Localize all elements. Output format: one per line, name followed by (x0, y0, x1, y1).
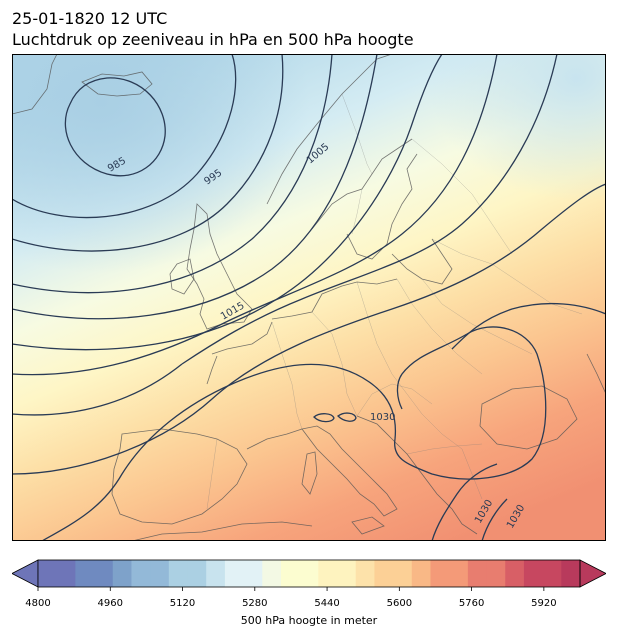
colorbar-segment (355, 560, 375, 587)
colorbar-segment (56, 560, 76, 587)
colorbar-extend-high (579, 559, 607, 588)
colorbar-segment (374, 560, 394, 587)
colorbar-segment (206, 560, 226, 587)
weather-map: 985 995 1005 1015 1030 1030 1030 (12, 54, 606, 541)
colorbar-segment (505, 560, 525, 587)
colorbar-segment (467, 560, 488, 587)
weather-map-canvas: 985 995 1005 1015 1030 1030 1030 (12, 54, 606, 541)
colorbar-extend-low (11, 559, 39, 588)
colorbar-segment (430, 560, 450, 587)
colorbar-segment (523, 560, 544, 587)
colorbar-label: 500 hPa hoogte in meter (240, 614, 378, 627)
colorbar (11, 558, 607, 602)
colorbar-canvas (11, 559, 607, 591)
colorbar-tick-label: 5120 (169, 598, 196, 609)
colorbar-segment (486, 560, 506, 587)
colorbar-segment (187, 560, 207, 587)
colorbar-segment (411, 560, 431, 587)
chart-title: Luchtdruk op zeeniveau in hPa en 500 hPa… (12, 30, 414, 49)
colorbar-tick-label: 5600 (386, 598, 413, 609)
colorbar-segment (112, 560, 132, 587)
isobars (12, 54, 606, 541)
colorbar-segment (131, 560, 151, 587)
colorbar-segment (393, 560, 413, 587)
colorbar-segment (224, 560, 245, 587)
colorbar-tick-label: 5920 (531, 598, 557, 609)
colorbar-tick-label: 5440 (314, 598, 340, 609)
colorbar-tick-label: 5760 (458, 598, 485, 609)
colorbar-segment (337, 560, 357, 587)
colorbar-segment (318, 560, 338, 587)
colorbar-segment (299, 560, 319, 587)
colorbar-tick-label: 4800 (25, 598, 51, 609)
colorbar-segment (280, 560, 301, 587)
colorbar-tick-label: 4960 (97, 598, 123, 609)
colorbar-segment (168, 560, 189, 587)
colorbar-segment (243, 560, 263, 587)
colorbar-segment (262, 560, 282, 587)
colorbar-tick-label: 5280 (242, 598, 268, 609)
date-title: 25-01-1820 12 UTC (12, 9, 168, 28)
colorbar-segment (150, 560, 170, 587)
colorbar-segment (94, 560, 114, 587)
colorbar-border (37, 559, 581, 588)
map-border (12, 54, 606, 541)
colorbar-segment (449, 560, 469, 587)
colorbar-segment (75, 560, 95, 587)
isobar-label-1030-center: 1030 (370, 412, 395, 423)
country-borders (206, 93, 583, 510)
colorbar-segment (561, 560, 581, 587)
colorbar-segment (38, 560, 58, 587)
colorbar-segment (542, 560, 562, 587)
